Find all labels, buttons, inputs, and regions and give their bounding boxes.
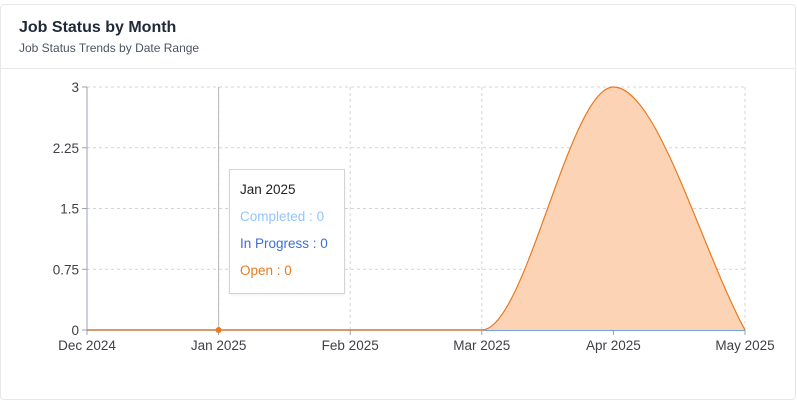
x-tick-label: Mar 2025 (453, 338, 510, 353)
tooltip-value-in-progress: 0 (320, 236, 328, 251)
x-tick-label: Dec 2024 (58, 338, 116, 353)
card-title: Job Status by Month (19, 19, 177, 36)
tooltip-label-completed: Completed (240, 209, 306, 224)
tooltip-row-in-progress: In Progress : 0 (240, 236, 328, 251)
card-header: Job Status by Month Job Status Trends by… (1, 5, 795, 69)
x-tick-label: Apr 2025 (586, 338, 641, 353)
tooltip-label-in-progress: In Progress (240, 236, 310, 251)
chart-tooltip: Jan 2025 Completed : 0 In Progress : 0 O… (229, 169, 345, 294)
y-tick-label: 0 (71, 323, 79, 338)
x-tick-label: Feb 2025 (322, 338, 379, 353)
y-tick-label: 1.5 (60, 202, 79, 217)
card-subtitle: Job Status Trends by Date Range (19, 41, 200, 55)
tooltip-title: Jan 2025 (240, 182, 296, 197)
tooltip-value-open: 0 (284, 263, 292, 278)
tooltip-value-completed: 0 (316, 209, 325, 224)
tooltip-row-open: Open : 0 (240, 263, 292, 278)
y-tick-label: 2.25 (53, 141, 79, 156)
active-dot-open (215, 327, 222, 333)
x-tick-label: Jan 2025 (191, 338, 247, 353)
y-tick-label: 3 (71, 80, 79, 95)
area-open (87, 87, 745, 330)
tooltip-row-completed: Completed : 0 (240, 209, 325, 224)
x-tick-label: May 2025 (715, 338, 774, 353)
tooltip-label-open: Open (240, 263, 274, 278)
y-tick-label: 0.75 (53, 262, 79, 277)
